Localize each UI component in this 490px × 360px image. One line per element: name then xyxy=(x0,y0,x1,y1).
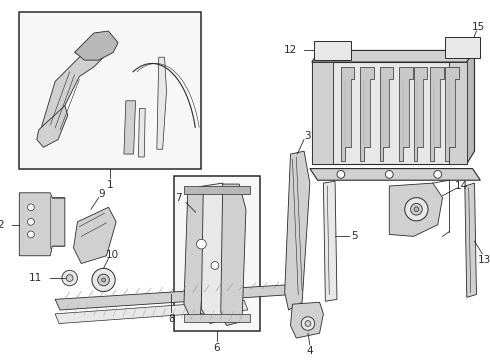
Text: 5: 5 xyxy=(351,231,358,242)
Text: 8: 8 xyxy=(168,314,174,324)
Polygon shape xyxy=(74,31,118,60)
Polygon shape xyxy=(360,67,374,161)
Polygon shape xyxy=(380,67,393,161)
Circle shape xyxy=(301,317,315,330)
Circle shape xyxy=(434,171,441,178)
Polygon shape xyxy=(37,105,68,147)
Text: 1: 1 xyxy=(107,180,114,190)
Polygon shape xyxy=(124,101,136,154)
Circle shape xyxy=(62,270,77,286)
Text: 10: 10 xyxy=(106,250,119,260)
Text: 14: 14 xyxy=(454,181,467,191)
Circle shape xyxy=(386,171,393,178)
Polygon shape xyxy=(19,193,65,256)
Polygon shape xyxy=(414,67,427,161)
Polygon shape xyxy=(285,151,310,310)
Bar xyxy=(314,41,350,60)
Bar xyxy=(184,186,250,194)
Circle shape xyxy=(411,203,422,215)
Polygon shape xyxy=(312,50,474,62)
Circle shape xyxy=(27,204,34,211)
Polygon shape xyxy=(310,168,480,180)
Polygon shape xyxy=(312,62,333,164)
Text: 4: 4 xyxy=(307,346,313,356)
Circle shape xyxy=(92,268,115,292)
Polygon shape xyxy=(55,285,293,310)
Circle shape xyxy=(211,262,219,269)
Text: 15: 15 xyxy=(472,22,485,32)
Polygon shape xyxy=(449,62,467,164)
Text: 9: 9 xyxy=(98,189,105,199)
Bar xyxy=(174,176,260,331)
Polygon shape xyxy=(55,300,248,324)
Bar xyxy=(184,314,250,321)
Polygon shape xyxy=(74,207,116,264)
Text: 2: 2 xyxy=(0,220,4,230)
Polygon shape xyxy=(312,62,467,164)
Circle shape xyxy=(405,198,428,221)
Bar xyxy=(19,12,201,168)
Text: 3: 3 xyxy=(305,131,311,141)
Text: 11: 11 xyxy=(29,273,43,283)
Polygon shape xyxy=(465,183,476,297)
Circle shape xyxy=(27,231,34,238)
Polygon shape xyxy=(157,57,167,149)
Polygon shape xyxy=(184,186,207,319)
Circle shape xyxy=(305,321,311,327)
Polygon shape xyxy=(341,67,354,161)
Circle shape xyxy=(66,275,73,282)
Polygon shape xyxy=(291,302,323,338)
Polygon shape xyxy=(39,48,103,132)
Polygon shape xyxy=(399,67,413,161)
Polygon shape xyxy=(201,183,232,324)
Polygon shape xyxy=(139,108,145,157)
Polygon shape xyxy=(430,67,443,161)
Circle shape xyxy=(414,207,419,212)
Circle shape xyxy=(98,274,109,286)
Circle shape xyxy=(101,278,105,282)
Text: 12: 12 xyxy=(284,45,297,55)
Text: 6: 6 xyxy=(214,343,220,353)
Circle shape xyxy=(196,239,206,249)
Text: 13: 13 xyxy=(478,255,490,265)
Text: 7: 7 xyxy=(175,193,182,203)
Polygon shape xyxy=(445,67,459,161)
Circle shape xyxy=(337,171,345,178)
Polygon shape xyxy=(389,183,442,237)
Polygon shape xyxy=(467,50,474,164)
Polygon shape xyxy=(221,184,246,325)
Circle shape xyxy=(27,219,34,225)
Polygon shape xyxy=(323,181,337,301)
Bar xyxy=(445,37,480,58)
